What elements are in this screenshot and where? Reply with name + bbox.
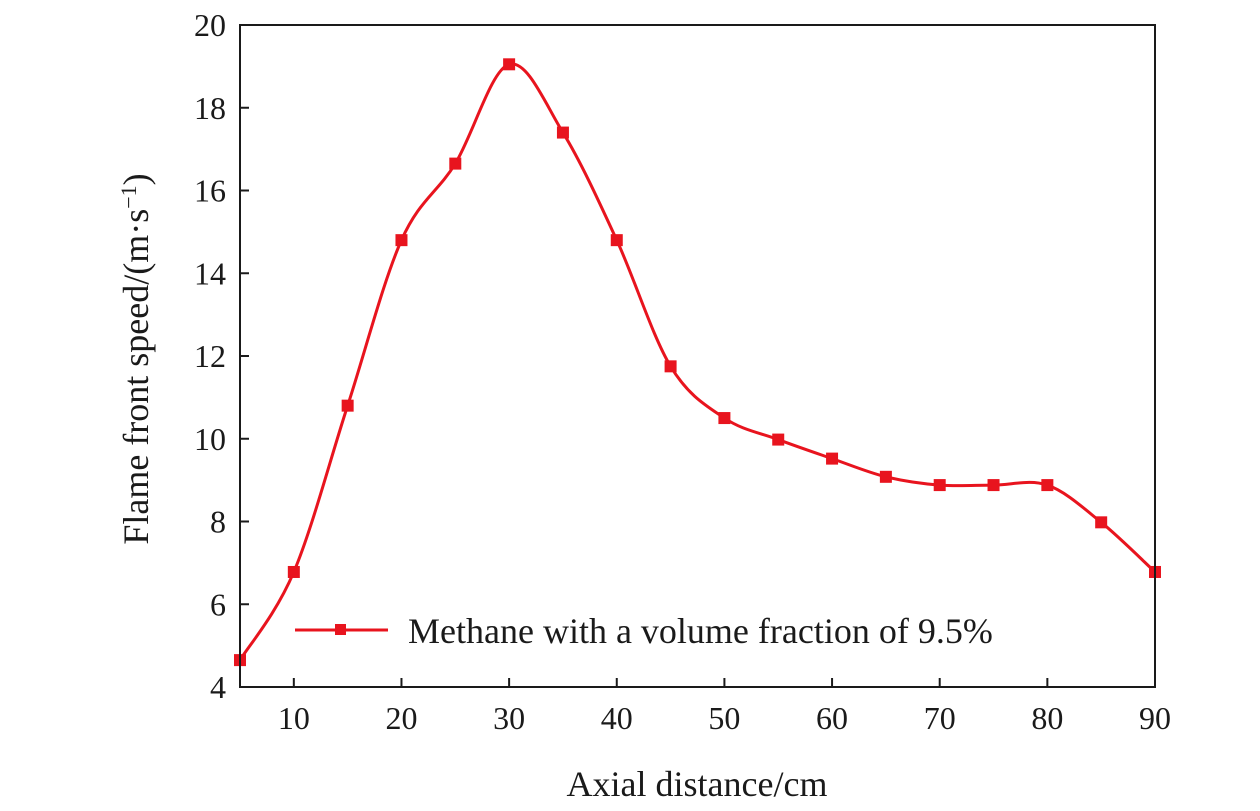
data-point-marker <box>556 126 569 139</box>
data-point-marker <box>933 479 946 492</box>
legend-entry: Methane with a volume fraction of 9.5% <box>408 611 993 651</box>
y-axis-title-close: ) <box>116 173 156 185</box>
data-point-marker <box>449 157 462 170</box>
ticks-layer <box>240 24 1156 688</box>
data-point-marker <box>718 412 731 425</box>
y-tick-label: 10 <box>194 421 226 457</box>
data-point-marker <box>826 452 839 465</box>
legend: Methane with a volume fraction of 9.5% <box>295 611 993 651</box>
x-tick-label: 20 <box>385 700 417 736</box>
y-tick-label: 18 <box>194 90 226 126</box>
y-axis-title-main: Flame front speed/(m·s <box>116 209 156 545</box>
y-tick-label: 16 <box>194 173 226 209</box>
series-line <box>238 62 1157 661</box>
x-tick-label: 40 <box>601 700 633 736</box>
y-axis-title-sup: −1 <box>116 185 141 208</box>
data-point-marker <box>664 360 677 373</box>
legend-marker <box>335 624 346 635</box>
x-tick-label: 50 <box>708 700 740 736</box>
data-point-marker <box>287 565 300 578</box>
x-axis-title: Axial distance/cm <box>567 764 828 804</box>
y-tick-label: 8 <box>210 504 226 540</box>
data-point-marker <box>1041 479 1054 492</box>
y-tick-label: 12 <box>194 338 226 374</box>
x-tick-label: 70 <box>924 700 956 736</box>
y-axis-title: Flame front speed/(m·s−1) <box>116 173 156 544</box>
y-tick-label: 14 <box>194 255 226 291</box>
x-tick-label: 80 <box>1031 700 1063 736</box>
y-tick-label: 6 <box>210 586 226 622</box>
data-point-marker <box>1095 516 1108 529</box>
data-point-marker <box>987 479 1000 492</box>
y-tick-label: 4 <box>210 669 226 705</box>
data-point-marker <box>503 58 516 71</box>
markers-layer <box>234 58 1161 667</box>
data-point-marker <box>772 433 785 446</box>
tick-labels-layer: 10 20 30 40 50 60 70 80 90 4 6 8 10 12 14 16 18 20 <box>194 7 1171 736</box>
x-tick-label: 90 <box>1139 700 1171 736</box>
plot-frame <box>239 24 1156 688</box>
data-point-marker <box>341 399 354 412</box>
x-tick-label: 10 <box>278 700 310 736</box>
data-point-marker <box>395 234 408 247</box>
x-tick-label: 30 <box>493 700 525 736</box>
x-tick-label: 60 <box>816 700 848 736</box>
data-point-marker <box>879 470 892 483</box>
data-point-marker <box>610 234 623 247</box>
y-tick-label: 20 <box>194 7 226 43</box>
